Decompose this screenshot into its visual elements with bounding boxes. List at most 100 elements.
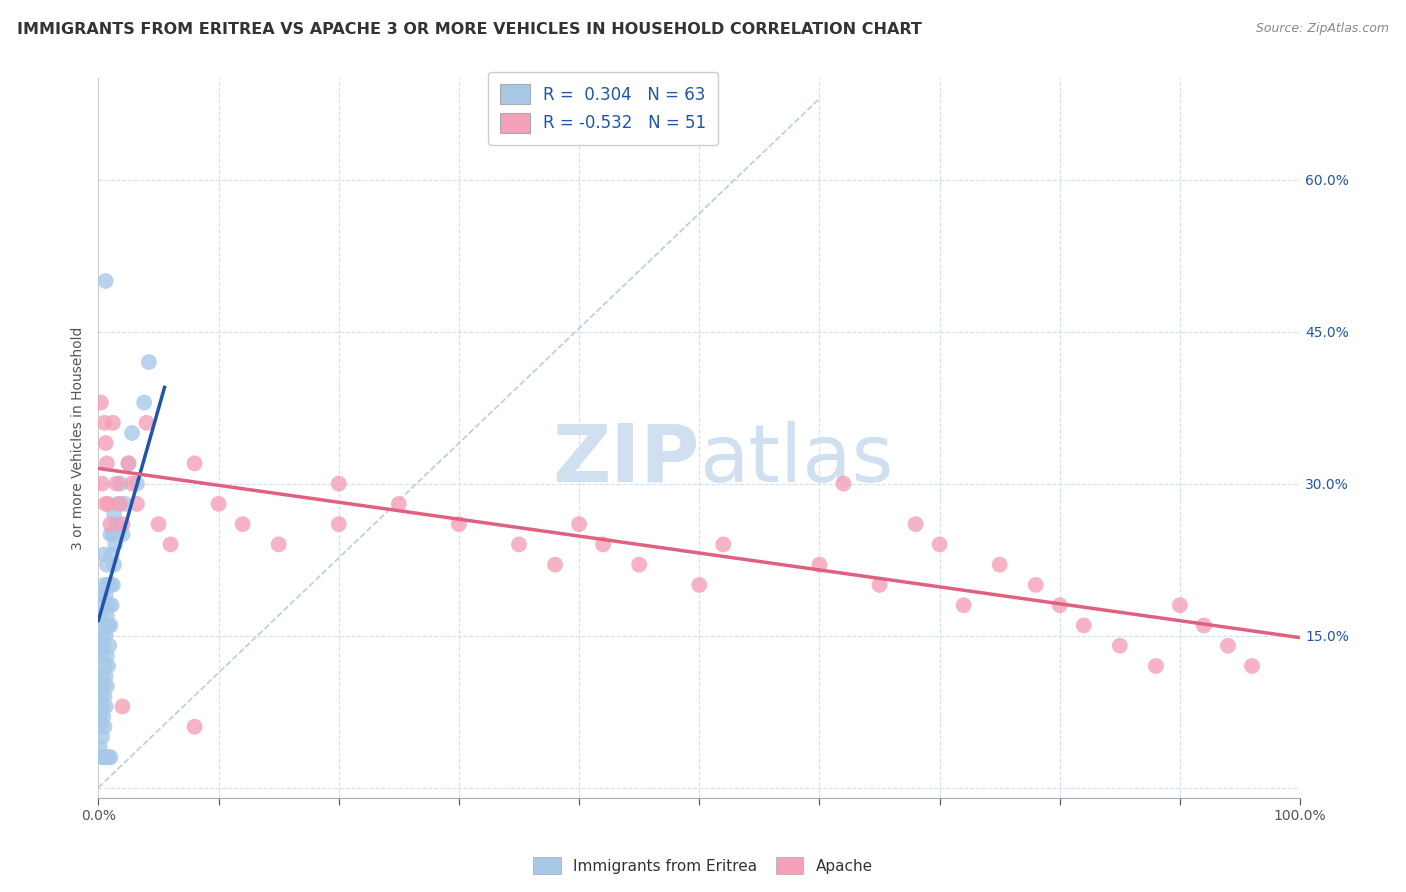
Point	[1049, 598, 1071, 612]
Point	[96, 608, 118, 623]
Point	[91, 669, 114, 683]
Point	[91, 629, 114, 643]
Point	[90, 608, 112, 623]
Point	[904, 517, 927, 532]
Point	[91, 639, 114, 653]
Point	[94, 274, 117, 288]
Point	[117, 456, 139, 470]
Point	[89, 639, 111, 653]
Point	[93, 578, 115, 592]
Point	[91, 476, 114, 491]
Point	[1108, 639, 1130, 653]
Point	[100, 598, 122, 612]
Point	[628, 558, 651, 572]
Point	[808, 558, 831, 572]
Point	[103, 507, 125, 521]
Point	[96, 558, 118, 572]
Point	[94, 497, 117, 511]
Point	[159, 537, 181, 551]
Point	[93, 618, 115, 632]
Y-axis label: 3 or more Vehicles in Household: 3 or more Vehicles in Household	[72, 326, 86, 549]
Point	[111, 527, 134, 541]
Point	[91, 750, 114, 764]
Point	[148, 517, 170, 532]
Point	[97, 578, 120, 592]
Point	[267, 537, 290, 551]
Point	[100, 578, 122, 592]
Point	[508, 537, 530, 551]
Point	[103, 558, 125, 572]
Point	[93, 720, 115, 734]
Point	[94, 699, 117, 714]
Point	[108, 476, 131, 491]
Point	[94, 588, 117, 602]
Point	[121, 425, 143, 440]
Point	[232, 517, 254, 532]
Point	[98, 598, 121, 612]
Point	[125, 476, 148, 491]
Point	[207, 497, 229, 511]
Point	[1216, 639, 1239, 653]
Point	[111, 517, 134, 532]
Point	[869, 578, 891, 592]
Point	[107, 497, 129, 511]
Point	[388, 497, 411, 511]
Point	[114, 497, 136, 511]
Point	[90, 395, 112, 409]
Point	[1240, 659, 1263, 673]
Point	[91, 730, 114, 744]
Point	[100, 527, 122, 541]
Point	[952, 598, 974, 612]
Point	[1073, 618, 1095, 632]
Point	[183, 456, 205, 470]
Point	[96, 648, 118, 663]
Point	[117, 456, 139, 470]
Text: ZIP: ZIP	[553, 421, 699, 499]
Point	[93, 659, 115, 673]
Point	[688, 578, 710, 592]
Point	[90, 648, 112, 663]
Point	[100, 548, 122, 562]
Point	[711, 537, 734, 551]
Point	[97, 618, 120, 632]
Point	[89, 739, 111, 754]
Point	[1025, 578, 1047, 592]
Point	[94, 669, 117, 683]
Point	[328, 476, 350, 491]
Point	[91, 588, 114, 602]
Point	[101, 416, 124, 430]
Point	[96, 456, 118, 470]
Point	[93, 690, 115, 704]
Text: IMMIGRANTS FROM ERITREA VS APACHE 3 OR MORE VEHICLES IN HOUSEHOLD CORRELATION CH: IMMIGRANTS FROM ERITREA VS APACHE 3 OR M…	[17, 22, 922, 37]
Point	[105, 517, 128, 532]
Text: Source: ZipAtlas.com: Source: ZipAtlas.com	[1256, 22, 1389, 36]
Point	[94, 436, 117, 450]
Text: atlas: atlas	[699, 421, 894, 499]
Point	[100, 517, 122, 532]
Point	[832, 476, 855, 491]
Point	[100, 750, 122, 764]
Point	[544, 558, 567, 572]
Point	[183, 720, 205, 734]
Point	[928, 537, 950, 551]
Point	[93, 548, 115, 562]
Point	[91, 598, 114, 612]
Point	[1144, 659, 1167, 673]
Point	[91, 699, 114, 714]
Legend: Immigrants from Eritrea, Apache: Immigrants from Eritrea, Apache	[527, 851, 879, 880]
Point	[91, 750, 114, 764]
Point	[105, 476, 128, 491]
Point	[125, 497, 148, 511]
Point	[121, 476, 143, 491]
Point	[93, 750, 115, 764]
Point	[132, 395, 155, 409]
Point	[592, 537, 614, 551]
Point	[97, 750, 120, 764]
Point	[568, 517, 591, 532]
Point	[90, 690, 112, 704]
Point	[94, 629, 117, 643]
Point	[93, 416, 115, 430]
Point	[90, 720, 112, 734]
Point	[101, 578, 124, 592]
Point	[89, 709, 111, 723]
